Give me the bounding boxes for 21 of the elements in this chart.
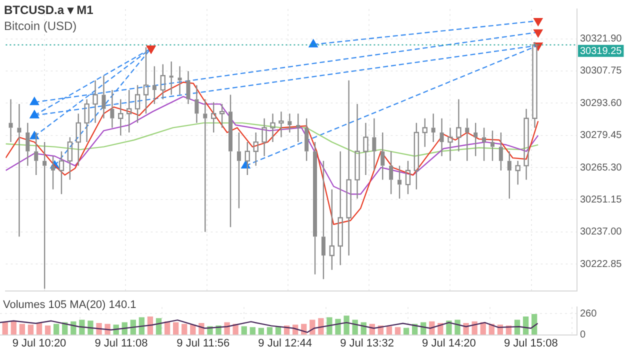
y-tick-label: 30237.00 xyxy=(580,226,622,238)
x-tick-label: 9 Jul 12:44 xyxy=(258,337,312,350)
y-tick-label: 30251.15 xyxy=(580,194,622,206)
y-tick-label: 30307.75 xyxy=(580,66,622,77)
x-tick-label: 9 Jul 10:20 xyxy=(12,337,66,350)
x-tick-label: 9 Jul 11:56 xyxy=(176,337,230,350)
x-tick-label: 9 Jul 11:08 xyxy=(94,337,148,350)
x-tick-label: 9 Jul 13:32 xyxy=(340,337,394,350)
y-tick-label: 30293.60 xyxy=(580,98,622,109)
y-tick-label: 30222.85 xyxy=(580,258,622,270)
y-tick-label: 0 xyxy=(580,330,586,341)
x-tick-label: 9 Jul 15:08 xyxy=(504,337,558,350)
chart-title: Volumes 105 MA(20) 140.1 xyxy=(3,299,136,311)
x-tick-label: 9 Jul 14:20 xyxy=(422,337,476,350)
chart-title: BTCUSD.a ▾ M1 xyxy=(4,3,94,17)
ref-line-label: 30319.25 xyxy=(580,46,622,58)
y-tick-label: 30279.45 xyxy=(580,130,622,142)
y-tick-label: 30265.30 xyxy=(580,162,622,174)
y-tick-label: 260 xyxy=(580,308,598,320)
y-tick-label: 30321.90 xyxy=(580,34,622,45)
text: Bitcoin (USD) xyxy=(4,19,77,33)
